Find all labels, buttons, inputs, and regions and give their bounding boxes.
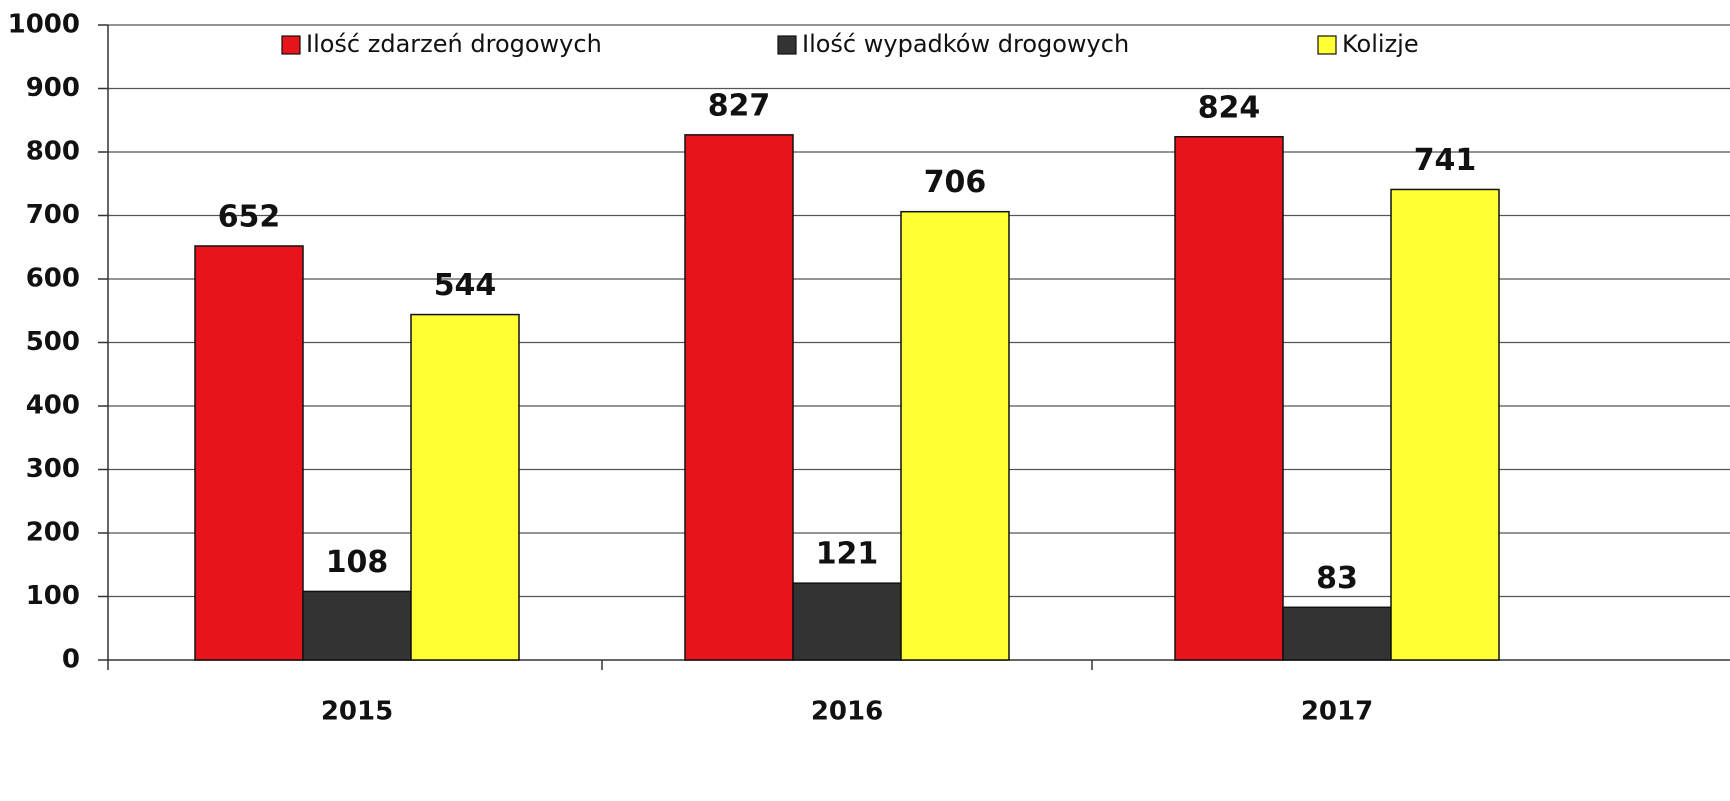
legend-label: Ilość zdarzeń drogowych — [306, 30, 602, 58]
data-label: 83 — [1316, 561, 1358, 596]
y-tick-label: 700 — [26, 200, 80, 230]
data-label: 827 — [708, 88, 771, 123]
y-tick-label: 1000 — [8, 10, 80, 40]
y-tick-label: 600 — [26, 264, 80, 294]
data-label: 706 — [924, 165, 987, 200]
bar — [1390, 188, 1500, 661]
data-label: 121 — [816, 537, 879, 572]
data-label: 824 — [1198, 90, 1261, 125]
y-tick-label: 500 — [26, 327, 80, 357]
data-label: 544 — [434, 268, 497, 303]
bar — [410, 313, 520, 661]
data-label: 741 — [1414, 143, 1477, 178]
data-label: 108 — [326, 545, 389, 580]
legend-swatch — [777, 35, 797, 55]
y-tick-label: 100 — [26, 581, 80, 611]
y-tick-label: 900 — [26, 73, 80, 103]
x-tick-label: 2016 — [811, 697, 883, 727]
bar — [302, 590, 412, 661]
legend-label: Ilość wypadków drogowych — [802, 30, 1129, 58]
y-tick-label: 0 — [62, 645, 80, 675]
bar — [1282, 606, 1392, 661]
bar — [194, 245, 304, 661]
data-label: 652 — [218, 199, 281, 234]
bar — [1174, 136, 1284, 661]
x-tick-label: 2017 — [1301, 697, 1373, 727]
bar — [684, 134, 794, 661]
x-tick-label: 2015 — [321, 697, 393, 727]
legend-label: Kolizje — [1342, 30, 1419, 58]
legend-swatch — [281, 35, 301, 55]
bar — [900, 210, 1010, 661]
y-tick-label: 300 — [26, 454, 80, 484]
y-tick-label: 400 — [26, 391, 80, 421]
y-tick-label: 800 — [26, 137, 80, 167]
bar — [792, 582, 902, 661]
y-tick-label: 200 — [26, 518, 80, 548]
legend-swatch — [1317, 35, 1337, 55]
